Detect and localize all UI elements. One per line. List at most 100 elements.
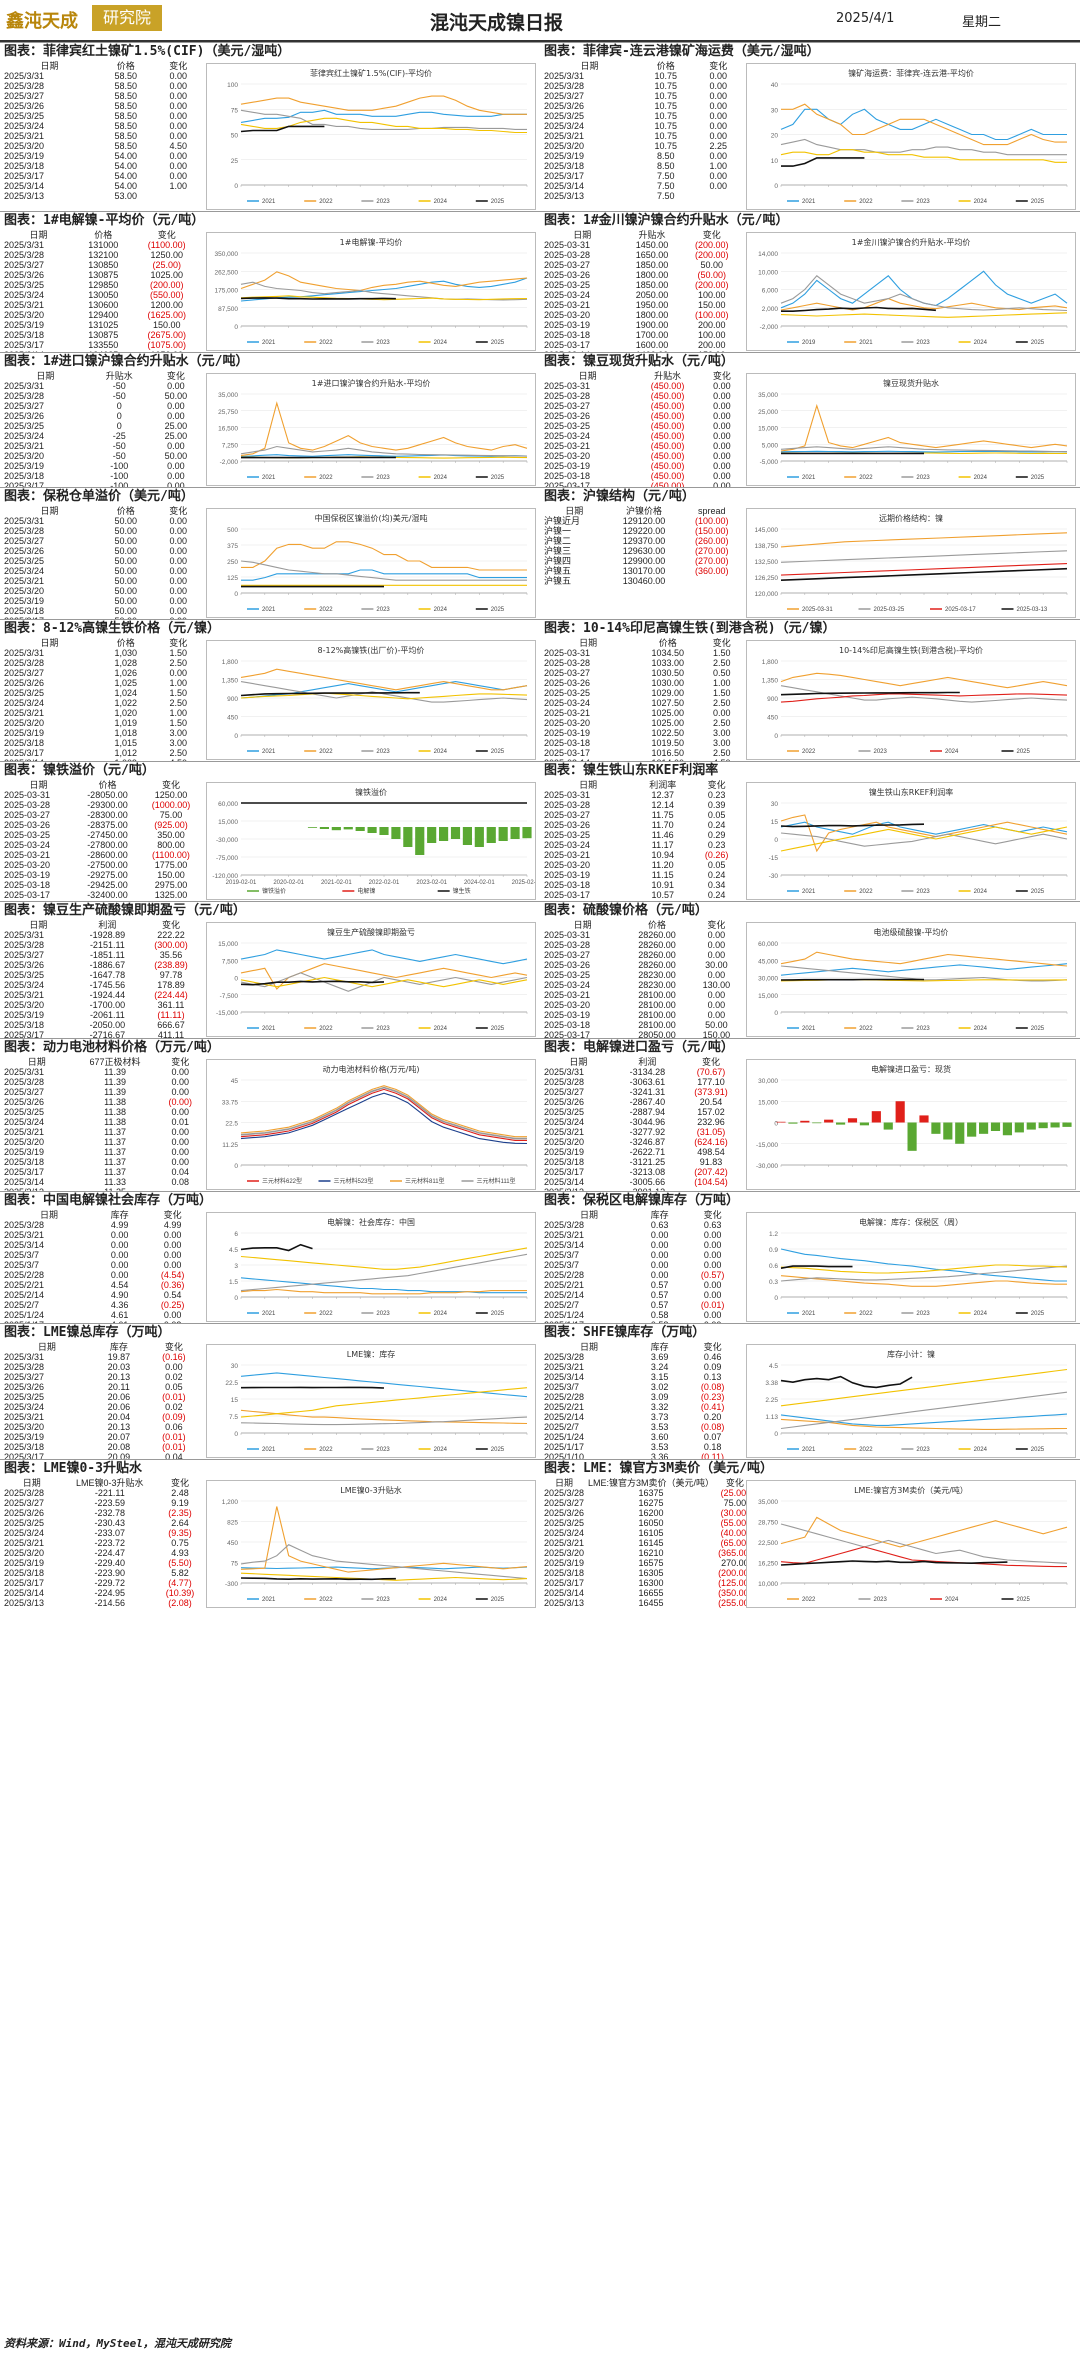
legend-label: 2024 <box>434 199 448 205</box>
cell-date: 2025/3/18 <box>4 738 45 748</box>
table-row: 2025/3/27 20.13 0.02 <box>2 1372 202 1382</box>
series-line <box>240 1386 385 1389</box>
cell-date: 2025-03-24 <box>544 290 591 300</box>
cell-change: (1100.00) <box>152 850 190 860</box>
legend-label: 2022 <box>319 749 333 755</box>
cell-change: 0.00 <box>169 151 187 161</box>
cell-date: 2025/3/19 <box>4 728 45 738</box>
cell-change: (270.00) <box>694 556 729 566</box>
table-header-row: 日期 价格 变化 <box>2 506 202 516</box>
chart-title: 8-12%高镍铁(出厂价)-平均价 <box>318 645 425 655</box>
cell-change: (10.39) <box>165 1588 195 1598</box>
table-row: 沪镍近月 129120.00 (100.00) <box>542 516 742 526</box>
cell-change: 0.00 <box>169 91 187 101</box>
cell-value: -33725.00 <box>75 900 140 901</box>
table-row: 2025-03-17 28050.00 150.00 <box>542 1030 742 1038</box>
cell-value: -214.56 <box>94 1598 126 1608</box>
cell-change: 0.06 <box>165 1422 183 1432</box>
cell-value: 11.39 <box>104 1077 126 1087</box>
y-tick-label: 3 <box>234 1263 238 1270</box>
cell-change: (30.00) <box>720 1508 750 1518</box>
cell-change: 2.50 <box>169 748 187 758</box>
cell-value: 20.07 <box>107 1432 131 1442</box>
legend-label: 2023 <box>916 1447 930 1453</box>
cell-value: -2901.12 <box>615 1187 680 1191</box>
cell-value: 20.11 <box>107 1382 130 1392</box>
y-tick-label: 87,500 <box>218 306 238 313</box>
cell-date: 2025/3/12 <box>2 1608 61 1609</box>
cell-date: 2025/3/25 <box>4 556 45 566</box>
cell-value: -27800.00 <box>87 840 128 850</box>
table-row: 2025/3/25 -1647.78 97.78 <box>2 970 202 980</box>
chart-bar <box>343 827 353 830</box>
panel-0: 图表：菲律宾红土镍矿1.5%(CIF)（美元/湿吨） 日期 价格 变化 2025/3/3… <box>0 42 540 211</box>
table-row: 2025/3/18 -223.90 5.82 <box>2 1568 202 1578</box>
cell-date: 2025/3/21 <box>4 131 45 141</box>
table-row: 2025/3/13 7.50 <box>542 191 742 201</box>
cell-value: 12.14 <box>651 800 674 810</box>
table-row: 2025/3/20 129400 (1625.00) <box>2 310 202 320</box>
table-row: 2025-03-31 1034.50 1.50 <box>542 648 742 658</box>
cell-value: 129900.00 <box>622 556 666 566</box>
table-row: 2025-03-20 1025.00 2.50 <box>542 718 742 728</box>
cell-date: 2025-03-24 <box>544 698 591 708</box>
cell-change: (365.00) <box>718 1548 752 1558</box>
column-header: 价格 <box>94 230 113 240</box>
table-row: 2025/3/17 -229.72 (4.77) <box>2 1578 202 1588</box>
cell-value: 50.00 <box>114 576 138 586</box>
panel-20: 图表：LME镍0-3升贴水 日期 LME镍0-3升贴水 变化 2025/3/28 -221… <box>0 1459 540 1609</box>
chart-title: 库存小计：镍 <box>887 1349 935 1359</box>
y-tick-label: 22,500 <box>758 1540 778 1547</box>
cell-change: 0.09 <box>703 1362 722 1372</box>
data-table: 日期 价格 变化 2025-03-31 1034.50 1.50 2025-03-28 103… <box>542 638 742 761</box>
cell-date: 2025-03-19 <box>544 461 591 471</box>
cell-date: 2025/2/14 <box>4 1290 45 1300</box>
legend-label: 2021 <box>262 749 276 755</box>
cell-value: -1928.89 <box>89 930 126 940</box>
legend-label: 2024 <box>434 1447 448 1453</box>
cell-date: 2025/3/14 <box>544 181 585 191</box>
series-line <box>240 691 420 697</box>
cell-change: 1025.00 <box>150 270 183 280</box>
table-row: 2025/3/28 50.00 0.00 <box>2 526 202 536</box>
table-row: 2025/3/19 -2061.11 (11.11) <box>2 1010 202 1020</box>
table-header-row: 日期 库存 变化 <box>542 1342 742 1352</box>
cell-change: 0.00 <box>163 1230 182 1240</box>
column-header: 变化 <box>703 1342 722 1352</box>
table-row: 2025-03-18 1700.00 100.00 <box>542 330 742 340</box>
series-line <box>780 691 960 696</box>
cell-date: 2025/3/21 <box>4 300 45 310</box>
chart-bar <box>1050 1122 1060 1128</box>
cell-date: 2025/3/28 <box>4 526 45 536</box>
cell-value: 10.57 <box>651 890 674 900</box>
cell-value: -29300.00 <box>87 800 128 810</box>
cell-value: 11.38 <box>104 1107 126 1117</box>
column-header: 日期 <box>573 230 592 240</box>
cell-value: 0.00 <box>110 1250 129 1260</box>
legend-label: 2023 <box>376 607 390 613</box>
series-line <box>780 149 1067 163</box>
cell-date: 2025/3/17 <box>4 748 45 758</box>
table-row: 2025-03-25 (450.00) 0.00 <box>542 421 742 431</box>
cell-value: 130850 <box>88 260 119 270</box>
cell-value: 1950.00 <box>635 300 669 310</box>
series-line <box>240 681 528 703</box>
legend-label: 2021 <box>802 199 816 205</box>
cell-date: 2025-03-20 <box>544 718 591 728</box>
legend-label: 2023 <box>376 1597 390 1603</box>
cell-value: 130875 <box>88 330 119 340</box>
cell-change: 25.00 <box>164 421 188 431</box>
panel-body: 日期 价格 变化 2025/3/31 131000 (1100.00) 2025/3/28 1… <box>0 230 540 352</box>
cell-value: 129850 <box>88 280 119 290</box>
cell-value: 10.75 <box>654 121 678 131</box>
cell-change: 0.00 <box>713 381 731 391</box>
panel-13: 图表：硫酸镍价格（元/吨） 日期 价格 变化 2025-03-31 28260.00 0.0… <box>540 901 1080 1038</box>
cell-value: 28100.00 <box>638 990 676 1000</box>
chart-box: 镍铁溢价 -120,000 -75,000 -30,000 15,000 60,000 20… <box>206 782 536 900</box>
cell-date: 2025/3/20 <box>4 451 45 461</box>
cell-value: 130460.00 <box>622 576 666 586</box>
legend-label: 2023 <box>376 199 390 205</box>
cell-change: 4.50 <box>169 141 187 151</box>
table-row: 2025/3/28 -50 50.00 <box>2 391 202 401</box>
